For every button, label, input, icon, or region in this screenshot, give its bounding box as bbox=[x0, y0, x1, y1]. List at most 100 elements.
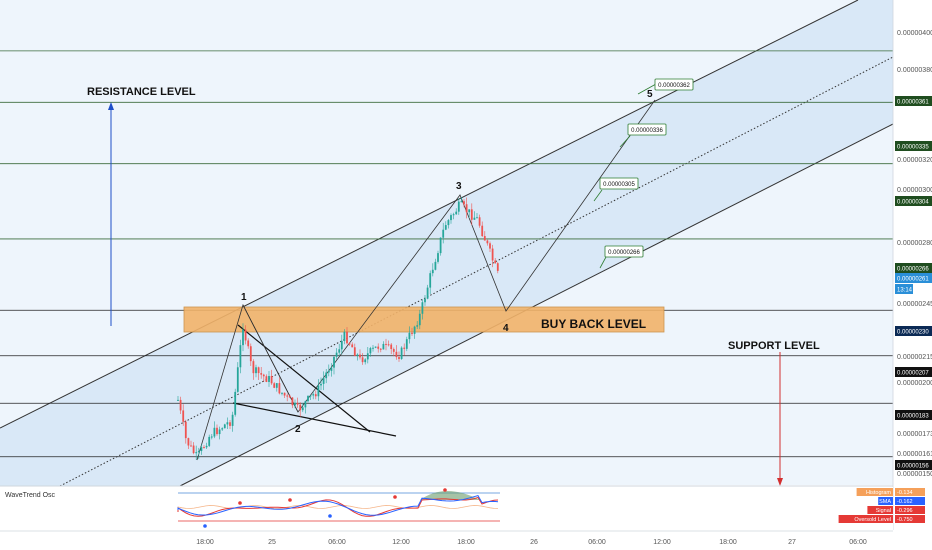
candle-body bbox=[182, 410, 185, 422]
price-label-6: 0.00000230 bbox=[897, 330, 929, 336]
osc-legend-value-bg-3 bbox=[895, 515, 925, 523]
wave-path-zigzag bbox=[242, 304, 299, 413]
candle-body bbox=[395, 351, 398, 358]
price-label-3: 0.00000266 bbox=[897, 267, 929, 273]
price-tick-8: 0.00000173 bbox=[897, 431, 932, 438]
candle-body bbox=[366, 353, 369, 360]
osc-cross-dot bbox=[203, 524, 207, 528]
price-label-7: 0.00000207 bbox=[897, 371, 929, 377]
candle-body bbox=[442, 229, 445, 238]
triangle-lower-line bbox=[232, 402, 397, 437]
target-box-3: 0.00000305 bbox=[593, 177, 639, 202]
candle-body bbox=[229, 422, 231, 426]
candle-body bbox=[411, 332, 413, 334]
price-tick-2: 0.00000320 bbox=[897, 157, 932, 164]
candle-body bbox=[218, 429, 221, 435]
candle-body bbox=[296, 402, 299, 405]
candle-body bbox=[374, 346, 377, 348]
candle-body bbox=[270, 375, 273, 384]
price-label-2: 0.00000304 bbox=[897, 200, 929, 206]
candle-body bbox=[192, 445, 195, 454]
wave-label-1: 1 bbox=[241, 292, 247, 303]
osc-legend-label-0: Histogram bbox=[866, 490, 891, 496]
candle-body bbox=[361, 357, 364, 363]
candle-body bbox=[465, 204, 468, 213]
wave-label-4: 4 bbox=[503, 323, 509, 334]
target-box-4: 0.00000266 bbox=[599, 245, 644, 269]
osc-legend-label-1: SMA bbox=[879, 499, 891, 505]
candle-body bbox=[320, 383, 322, 386]
candle-body bbox=[236, 367, 239, 392]
candle-body bbox=[299, 404, 302, 411]
candle-body bbox=[244, 329, 247, 341]
candle-body bbox=[351, 344, 354, 348]
price-tick-6: 0.00000215 bbox=[897, 354, 932, 361]
candle-body bbox=[177, 399, 179, 401]
wave-label-5: 5 bbox=[647, 89, 653, 100]
candle-body bbox=[369, 348, 372, 354]
candle-body bbox=[343, 331, 346, 341]
resistance-label: RESISTANCE LEVEL bbox=[87, 86, 196, 98]
price-axis-labels: 0.00000361 0.00000335 0.00000304 0.00000266… bbox=[895, 96, 932, 470]
candle-body bbox=[385, 343, 387, 345]
candle-body bbox=[288, 395, 291, 398]
candle-body bbox=[416, 325, 419, 327]
candle-body bbox=[431, 269, 434, 274]
candle-body bbox=[340, 340, 343, 350]
price-axis[interactable] bbox=[893, 0, 932, 485]
candle-body bbox=[322, 378, 325, 384]
time-label-2: 06:00 bbox=[328, 539, 346, 546]
channel-lower-line bbox=[179, 123, 894, 487]
candle-body bbox=[304, 401, 307, 408]
candle-body bbox=[439, 237, 442, 254]
candle-body bbox=[195, 452, 198, 454]
candle-body bbox=[301, 407, 304, 411]
price-label-bg-8 bbox=[895, 410, 932, 420]
candle-body bbox=[314, 394, 317, 397]
time-label-5: 26 bbox=[530, 539, 538, 546]
osc-legend-label-bg-2 bbox=[867, 506, 893, 514]
candle-body bbox=[447, 220, 450, 226]
candle-body bbox=[327, 370, 330, 373]
time-axis[interactable] bbox=[0, 531, 893, 550]
wave-path bbox=[196, 99, 656, 461]
osc-cross-dot bbox=[238, 501, 242, 505]
price-label-8: 0.00000183 bbox=[897, 414, 929, 420]
price-label-bg-3 bbox=[895, 263, 932, 273]
candle-body bbox=[208, 436, 211, 446]
price-label-9: 0.00000156 bbox=[897, 464, 929, 470]
osc-cross-dot bbox=[328, 514, 332, 518]
price-tick-5: 0.00000245 bbox=[897, 301, 932, 308]
candle-body bbox=[353, 347, 356, 356]
candle-body bbox=[210, 436, 213, 438]
channel-middle-line bbox=[59, 56, 894, 487]
candle-body bbox=[387, 344, 390, 346]
osc-legend-label-bg-0 bbox=[856, 488, 893, 496]
candle-body bbox=[317, 385, 320, 397]
triangle-upper-line bbox=[237, 324, 371, 433]
candle-body bbox=[286, 395, 289, 397]
candle-body bbox=[213, 427, 216, 437]
candle-body bbox=[273, 383, 276, 388]
candle-body bbox=[496, 263, 499, 271]
candle-body bbox=[223, 424, 226, 429]
candle-body bbox=[239, 345, 242, 368]
candle-body bbox=[478, 217, 481, 226]
candle-body bbox=[325, 372, 328, 379]
oscillator-legend: Histogram -0.134 SMA -0.162 Signal -0.296 Over… bbox=[838, 488, 925, 523]
candle-body bbox=[275, 383, 278, 388]
price-label-4: 0.00000261 bbox=[897, 277, 929, 283]
candle-body bbox=[330, 367, 333, 371]
time-label-1: 25 bbox=[268, 539, 276, 546]
candle-body bbox=[491, 248, 494, 261]
candles bbox=[177, 196, 499, 460]
price-label-bg-9 bbox=[895, 460, 932, 470]
candle-body bbox=[283, 392, 286, 396]
price-label-5: 13:14 bbox=[897, 288, 913, 294]
candle-body bbox=[372, 347, 374, 349]
osc-cross-dot bbox=[443, 488, 447, 492]
candle-body bbox=[346, 331, 348, 344]
candle-body bbox=[335, 352, 338, 357]
candle-body bbox=[483, 236, 486, 241]
